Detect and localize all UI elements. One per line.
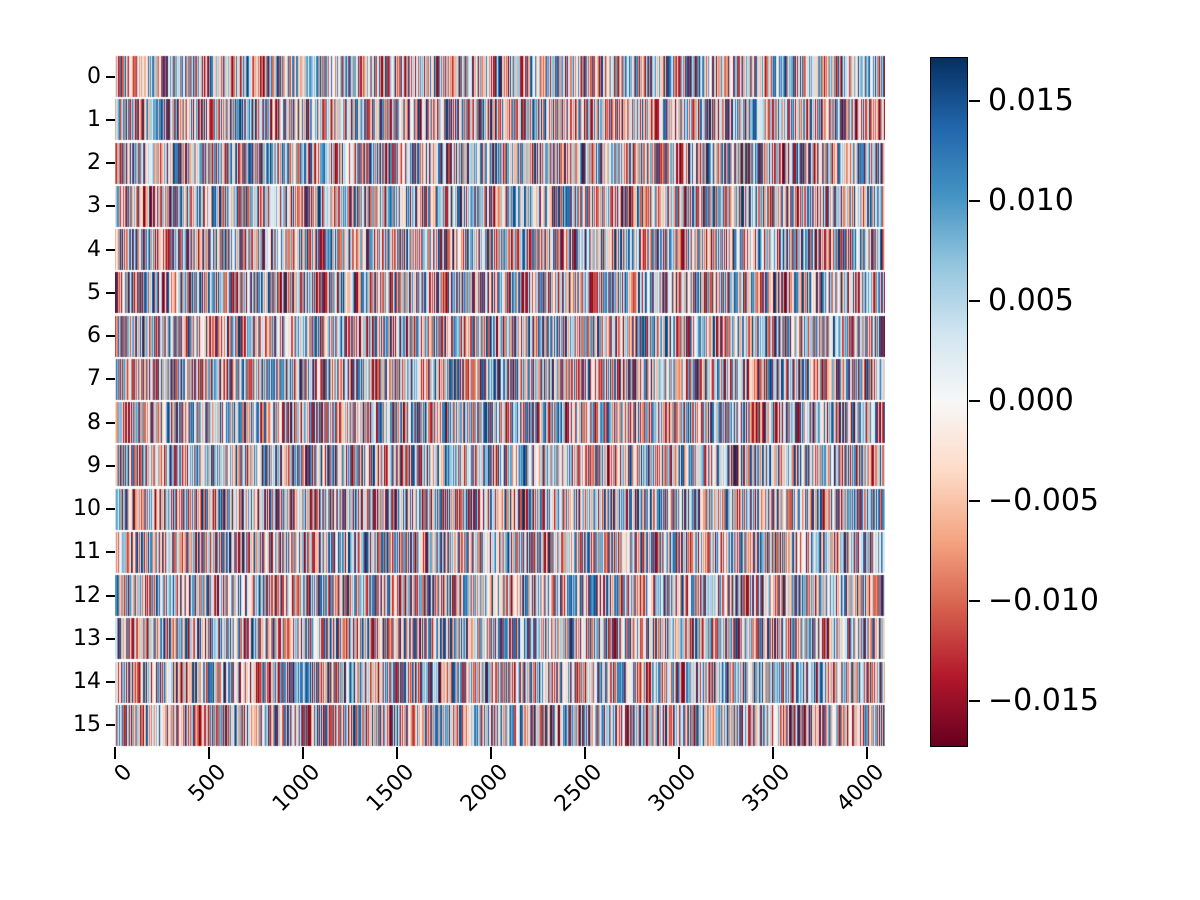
x-tick-label: 3000 [643, 759, 702, 817]
y-tick-label: 3 [87, 193, 101, 219]
colorbar-tick-label: 0.000 [988, 383, 1074, 418]
x-tick-mark [865, 747, 868, 759]
y-tick-mark [106, 75, 115, 78]
y-tick-label: 7 [87, 366, 101, 392]
x-tick-label: 0 [109, 759, 138, 788]
colorbar-tick-label: 0.005 [988, 283, 1074, 318]
y-tick-mark [106, 464, 115, 467]
y-tick-mark [106, 378, 115, 381]
colorbar-tick-mark [969, 400, 980, 402]
x-tick-mark [114, 747, 116, 759]
x-tick-mark [395, 747, 398, 759]
x-tick-label: 1500 [361, 759, 420, 817]
colorbar-tick-mark [969, 200, 980, 202]
x-tick-mark [583, 747, 586, 759]
x-tick-mark [677, 747, 680, 759]
x-tick-mark [301, 747, 304, 759]
y-tick-label: 9 [87, 452, 101, 478]
colorbar-tick-mark [969, 500, 980, 502]
y-tick-mark [106, 551, 115, 554]
y-tick-mark [106, 637, 115, 640]
y-tick-mark [106, 118, 115, 121]
heatmap-canvas [115, 55, 885, 747]
colorbar-tick-mark [969, 600, 980, 602]
colorbar-tick-mark [969, 300, 980, 302]
y-tick-mark [106, 335, 115, 338]
y-tick-mark [106, 594, 115, 597]
y-tick-label: 8 [87, 409, 101, 435]
colorbar-tick-label: 0.015 [988, 83, 1074, 118]
x-tick-label: 4000 [831, 759, 890, 817]
y-tick-label: 15 [73, 712, 101, 738]
y-tick-label: 1 [87, 106, 101, 132]
x-tick-mark [771, 747, 774, 759]
y-tick-label: 13 [73, 625, 101, 651]
x-tick-mark [489, 747, 492, 759]
y-tick-label: 14 [73, 669, 101, 695]
x-tick-label: 3500 [737, 759, 796, 817]
colorbar-tick-label: −0.015 [988, 683, 1100, 718]
y-tick-label: 10 [73, 496, 101, 522]
colorbar-gradient [931, 58, 967, 746]
y-tick-mark [106, 724, 115, 727]
y-tick-mark [106, 681, 115, 684]
colorbar [930, 57, 968, 747]
colorbar-tick-label: 0.010 [988, 183, 1074, 218]
y-tick-label: 5 [87, 279, 101, 305]
x-tick-label: 1000 [267, 759, 326, 817]
y-tick-label: 12 [73, 582, 101, 608]
y-tick-label: 4 [87, 236, 101, 262]
y-tick-label: 0 [87, 63, 101, 89]
x-tick-label: 500 [183, 759, 232, 807]
y-tick-mark [106, 162, 115, 165]
y-tick-mark [106, 205, 115, 208]
y-tick-mark [106, 248, 115, 251]
y-tick-mark [106, 421, 115, 424]
colorbar-tick-label: −0.005 [988, 483, 1100, 518]
colorbar-tick-mark [969, 700, 980, 702]
colorbar-tick-label: −0.010 [988, 583, 1100, 618]
x-tick-mark [207, 747, 210, 759]
x-tick-label: 2500 [549, 759, 608, 817]
y-tick-mark [106, 291, 115, 294]
x-tick-label: 2000 [455, 759, 514, 817]
colorbar-tick-mark [969, 100, 980, 102]
y-tick-mark [106, 508, 115, 511]
y-tick-label: 11 [73, 539, 101, 565]
y-tick-label: 2 [87, 150, 101, 176]
y-tick-label: 6 [87, 323, 101, 349]
